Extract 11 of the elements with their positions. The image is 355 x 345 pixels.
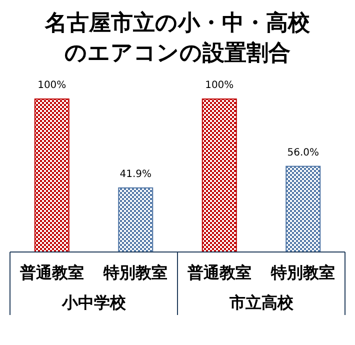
x-tick-label: 普通教室 (186, 263, 252, 282)
data-label: 56.0% (287, 147, 320, 158)
data-label: 100% (205, 80, 234, 91)
x-tick-label: 普通教室 (18, 263, 84, 282)
x-tick-label: 特別教室 (270, 263, 336, 282)
text: 小中学校 (60, 293, 127, 312)
text: 市立高校 (228, 293, 294, 312)
x-tick-label: 特別教室 (102, 263, 168, 282)
data-label: 100% (38, 80, 66, 91)
chart-title: 名古屋市立の小・中・高校のエアコンの設置割合 (44, 10, 311, 66)
data-label: 41.9% (120, 168, 152, 180)
